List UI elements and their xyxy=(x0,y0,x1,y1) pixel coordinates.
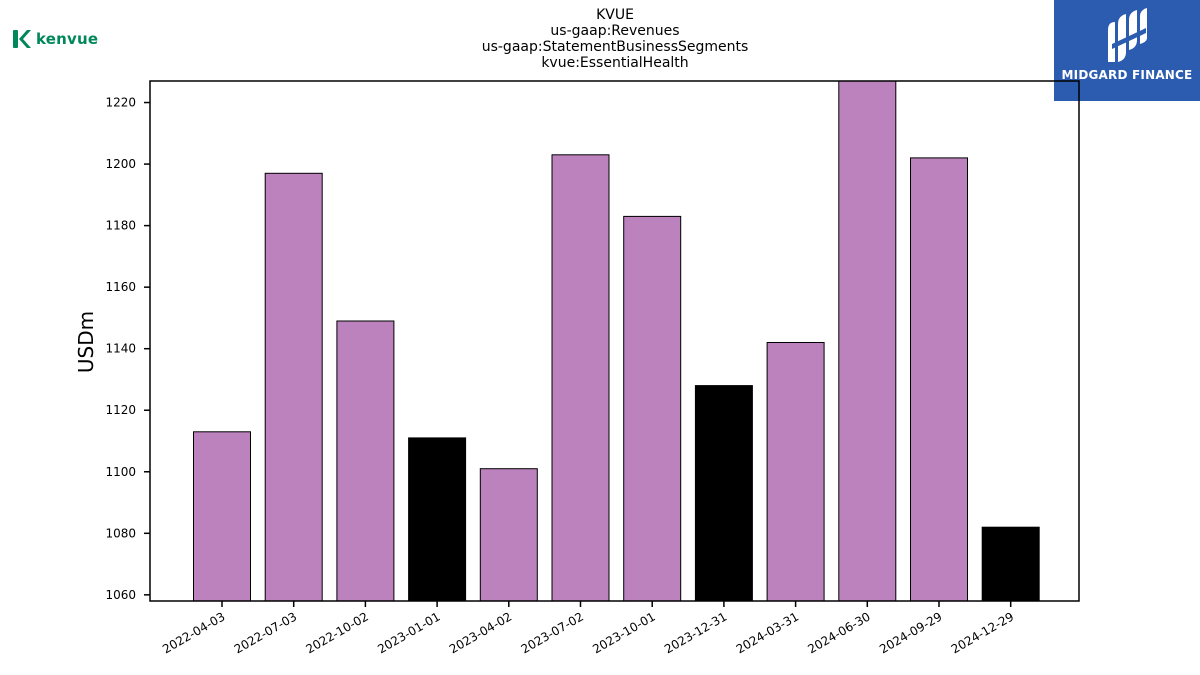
bar-2023-12-31 xyxy=(694,385,753,602)
y-tick-label-1120: 1120 xyxy=(105,403,136,417)
kenvue-logo: kenvue xyxy=(12,29,98,49)
kenvue-k-icon xyxy=(13,30,31,48)
y-tick-label-1060: 1060 xyxy=(105,588,136,602)
bar-2023-07-02 xyxy=(551,154,610,602)
chart-title-line-2: us-gaap:Revenues xyxy=(550,23,680,39)
x-tick-label-2023-10-01: 2023-10-01 xyxy=(590,609,657,656)
x-tick-label-2022-04-03: 2022-04-03 xyxy=(160,609,227,656)
x-tick-label-2023-12-31: 2023-12-31 xyxy=(662,609,729,656)
chart-title-line-3: us-gaap:StatementBusinessSegments xyxy=(481,39,749,55)
bar-2023-04-02 xyxy=(479,468,538,602)
x-tick-label-2022-07-03: 2022-07-03 xyxy=(232,609,299,656)
y-tick-label-1220: 1220 xyxy=(105,96,136,110)
x-tick-label-2024-12-29: 2024-12-29 xyxy=(949,609,1016,656)
bar-2024-12-29 xyxy=(981,526,1040,602)
x-tick-label-2024-09-29: 2024-09-29 xyxy=(877,609,944,656)
bar-2024-06-30 xyxy=(838,80,897,602)
midgard-mark-icon xyxy=(1108,8,1147,62)
x-tick-label-2023-04-02: 2023-04-02 xyxy=(447,609,514,656)
y-tick-label-1140: 1140 xyxy=(105,342,136,356)
y-tick-label-1100: 1100 xyxy=(105,465,136,479)
kenvue-logo-text: kenvue xyxy=(36,30,99,48)
bar-2024-03-31 xyxy=(766,342,825,602)
y-tick-label-1200: 1200 xyxy=(105,157,136,171)
x-tick-label-2023-01-01: 2023-01-01 xyxy=(375,609,442,656)
bar-2022-04-03 xyxy=(193,431,251,602)
y-tick-label-1080: 1080 xyxy=(105,526,136,540)
x-tick-label-2023-07-02: 2023-07-02 xyxy=(519,609,586,656)
chart-title-line-4: kvue:EssentialHealth xyxy=(541,55,689,71)
x-tick-label-2024-06-30: 2024-06-30 xyxy=(805,609,872,656)
y-tick-label-1160: 1160 xyxy=(105,280,136,294)
bar-2023-01-01 xyxy=(408,437,467,602)
bar-2022-10-02 xyxy=(336,320,395,602)
bar-2024-09-29 xyxy=(910,157,968,602)
x-tick-label-2024-03-31: 2024-03-31 xyxy=(734,609,801,656)
plot-frame xyxy=(149,80,1080,602)
bar-2022-07-03 xyxy=(264,172,323,602)
x-tick-label-2022-10-02: 2022-10-02 xyxy=(303,609,370,656)
bar-2023-10-01 xyxy=(623,215,682,602)
y-tick-label-1180: 1180 xyxy=(105,219,136,233)
chart-title: KVUE us-gaap:Revenues us-gaap:StatementB… xyxy=(482,7,749,71)
chart-title-line-1: KVUE xyxy=(596,7,634,23)
midgard-finance-logo-text: MIDGARD FINANCE xyxy=(1061,68,1193,82)
